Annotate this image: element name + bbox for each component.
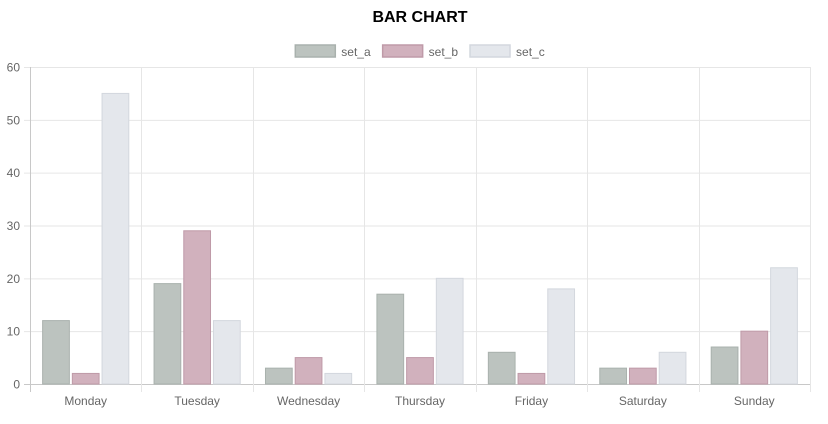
bars (42, 92, 798, 385)
legend: set_a set_b set_c (294, 44, 545, 59)
bar-set_c (324, 372, 353, 385)
bar-set_b (294, 357, 323, 385)
bar-set_a (599, 367, 628, 385)
x-tick-label: Thursday (395, 394, 445, 408)
bar-set_a (153, 283, 182, 385)
y-tick-label: 10 (7, 325, 21, 339)
bar-set_c (435, 277, 464, 385)
bar-set_c (770, 267, 798, 385)
bar-set_b (628, 367, 657, 385)
bar-set_b (740, 330, 769, 385)
bar-set_c (658, 351, 687, 385)
x-tick-label: Monday (64, 394, 107, 408)
x-tick-label: Saturday (619, 394, 667, 408)
y-axis: 0 10 20 30 40 50 60 (7, 61, 21, 392)
chart-title: BAR CHART (372, 9, 467, 26)
bar-set_a (710, 346, 739, 385)
grid-lines (24, 67, 811, 392)
legend-label-set_a: set_a (341, 45, 371, 59)
y-tick-label: 20 (7, 272, 21, 286)
y-tick-label: 30 (7, 219, 21, 233)
legend-swatch-set_b (381, 44, 424, 58)
x-tick-label: Wednesday (277, 394, 340, 408)
bar-set_c (547, 288, 576, 385)
bar-set_b (517, 372, 546, 385)
y-tick-label: 40 (7, 166, 21, 180)
bar-set_a (264, 367, 293, 385)
x-tick-label: Tuesday (174, 394, 220, 408)
legend-label-set_c: set_c (516, 45, 545, 59)
y-tick-label: 60 (7, 61, 21, 75)
bar-set_a (42, 320, 70, 385)
x-axis: Monday Tuesday Wednesday Thursday Friday Satu… (64, 394, 774, 408)
bar-set_c (212, 320, 241, 385)
legend-label-set_b: set_b (429, 45, 459, 59)
y-tick-label: 50 (7, 113, 21, 127)
bar-set_c (101, 92, 130, 385)
legend-swatch-set_c (469, 44, 511, 58)
bar-set_b (183, 230, 212, 385)
x-tick-label: Sunday (734, 394, 775, 408)
bar-set_a (376, 293, 405, 385)
bar-set_b (406, 357, 434, 385)
y-tick-label: 0 (13, 378, 20, 392)
bar-set_b (71, 372, 100, 385)
x-tick-label: Friday (515, 394, 548, 408)
legend-swatch-set_a (294, 44, 337, 58)
bar-set_a (487, 351, 516, 385)
